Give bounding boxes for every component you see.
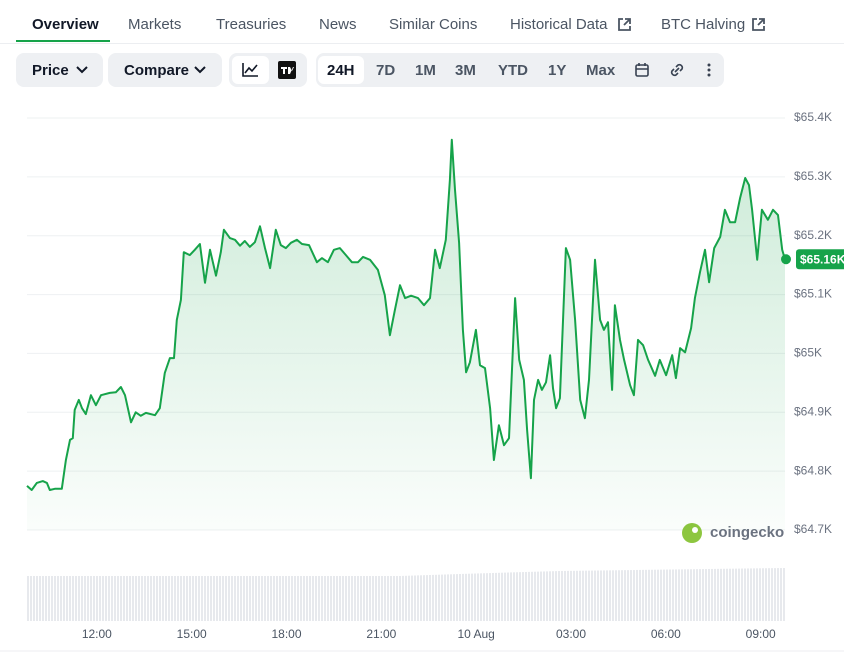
- range-option[interactable]: 3M: [455, 62, 476, 79]
- external-icon: [618, 18, 631, 31]
- y-tick-label: $65.1K: [794, 287, 832, 301]
- line-chart-icon: [242, 63, 258, 77]
- last-price-badge: [796, 249, 844, 270]
- range-option[interactable]: 1M: [415, 62, 436, 79]
- y-tick-label: $65.2K: [794, 228, 832, 242]
- tab[interactable]: Treasuries: [216, 16, 287, 33]
- x-tick-label: 10 Aug: [457, 627, 494, 641]
- x-tick-label: 21:00: [366, 627, 396, 641]
- divider: [0, 43, 844, 44]
- tab[interactable]: Historical Data: [510, 16, 608, 33]
- x-tick-label: 06:00: [651, 627, 681, 641]
- compare-label: Compare: [124, 62, 190, 79]
- y-tick-label: $64.7K: [794, 522, 832, 536]
- x-tick-label: 03:00: [556, 627, 586, 641]
- range-option[interactable]: Max: [586, 62, 616, 79]
- price-button[interactable]: [16, 53, 103, 87]
- range-option[interactable]: 24H: [327, 62, 355, 79]
- tab[interactable]: Overview: [32, 16, 99, 33]
- range-option[interactable]: 1Y: [548, 62, 567, 79]
- price-label: Price: [32, 62, 69, 79]
- y-tick-label: $65K: [794, 346, 822, 360]
- tab[interactable]: Similar Coins: [389, 16, 478, 33]
- y-tick-label: $64.9K: [794, 404, 832, 418]
- y-tick-label: $65.3K: [794, 169, 832, 183]
- price-area: [27, 139, 785, 531]
- tradingview-icon[interactable]: [278, 61, 296, 79]
- x-tick-label: 18:00: [271, 627, 301, 641]
- range-group: [316, 53, 724, 87]
- last-point: [781, 254, 791, 265]
- more-icon[interactable]: [704, 62, 714, 78]
- external-icon: [752, 18, 765, 31]
- tab-underline: [16, 40, 110, 42]
- x-tick-label: 15:00: [177, 627, 207, 641]
- link-icon[interactable]: [668, 62, 686, 78]
- selected-pill[interactable]: [318, 56, 364, 84]
- volume-bars: [27, 568, 785, 621]
- chevron: [76, 66, 88, 74]
- range-option[interactable]: 7D: [376, 62, 396, 79]
- y-tick-label: $64.8K: [794, 463, 832, 477]
- chevron: [194, 66, 206, 74]
- tab[interactable]: Markets: [128, 16, 182, 33]
- x-tick-label: 12:00: [82, 627, 112, 641]
- range-option[interactable]: YTD: [498, 62, 528, 79]
- price-line: [26, 138, 786, 491]
- last-price-label: $65.16K: [800, 252, 844, 266]
- calendar-icon[interactable]: [634, 62, 650, 78]
- tab[interactable]: BTC Halving: [661, 16, 746, 33]
- tab[interactable]: News: [319, 16, 357, 33]
- y-tick-label: $65.4K: [794, 110, 832, 124]
- x-tick-label: 09:00: [746, 627, 776, 641]
